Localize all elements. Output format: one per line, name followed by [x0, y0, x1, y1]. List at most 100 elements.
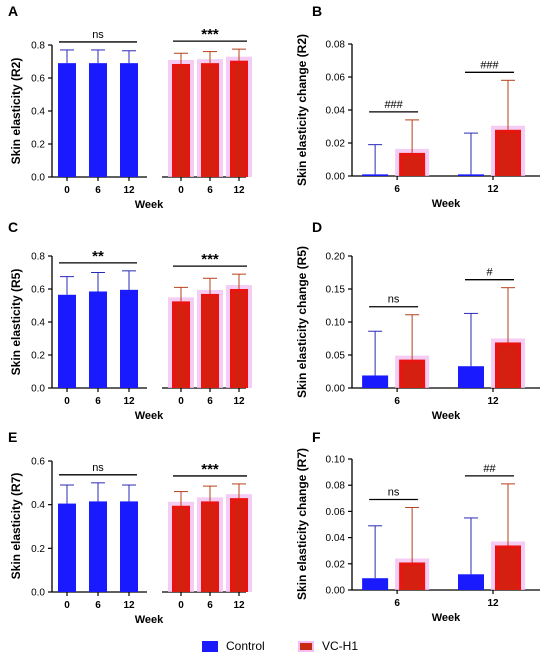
- y-tick-label-d-3: 0.15: [326, 285, 346, 296]
- x-axis-label-b: Week: [432, 198, 461, 210]
- bar-inner-vc-h1-a-1: [204, 66, 216, 177]
- x-tick-label-e-0-0: 0: [64, 600, 70, 611]
- x-tick-label-b-1: 12: [487, 184, 499, 195]
- bar-control-d-1: [458, 366, 484, 388]
- x-tick-label-c-1-1: 6: [207, 396, 213, 407]
- panel-letter-d: D: [312, 219, 322, 235]
- significance-label-f-1: ##: [483, 463, 496, 475]
- bar-control-b-1: [458, 174, 484, 176]
- y-tick-label-c-1: 0.2: [31, 351, 45, 362]
- y-axis-label-a: Skin elasticity (R2): [9, 58, 23, 165]
- y-tick-label-d-2: 0.10: [326, 318, 346, 329]
- x-tick-label-e-0-1: 6: [95, 600, 101, 611]
- bar-control-c-2: [120, 289, 138, 388]
- bar-inner-vc-h1-a-0: [175, 66, 187, 177]
- x-tick-label-d-1: 12: [487, 396, 499, 407]
- significance-label-c-1: ***: [201, 251, 219, 268]
- x-axis-label-f: Week: [432, 612, 461, 624]
- y-tick-label-a-1: 0.2: [31, 140, 45, 151]
- bar-control-c-1: [89, 291, 107, 388]
- y-tick-label-b-2: 0.04: [326, 106, 346, 117]
- significance-label-d-1: #: [486, 267, 493, 279]
- significance-label-e-0: ns: [92, 462, 104, 474]
- bar-inner-vc-h1-d-0: [402, 362, 423, 388]
- y-tick-label-f-2: 0.04: [326, 533, 346, 544]
- legend-label-vc-h1: VC-H1: [322, 639, 359, 653]
- bar-inner-vc-h1-f-1: [498, 548, 518, 590]
- x-tick-label-e-1-0: 0: [178, 600, 184, 611]
- significance-label-c-0: **: [92, 248, 104, 265]
- bar-control-b-0: [362, 174, 389, 176]
- bar-control-e-1: [89, 501, 107, 592]
- x-axis-label-a: Week: [135, 199, 164, 211]
- x-tick-label-c-0-1: 6: [95, 396, 101, 407]
- y-axis-label-e: Skin elasticity (R7): [9, 473, 23, 580]
- x-tick-label-c-1-0: 0: [178, 396, 184, 407]
- bar-control-e-0: [58, 503, 76, 592]
- x-tick-label-f-0: 6: [394, 598, 400, 609]
- bar-control-f-1: [458, 574, 484, 590]
- y-tick-label-a-0: 0.0: [31, 173, 45, 184]
- x-tick-label-a-0-1: 6: [95, 185, 101, 196]
- y-tick-label-a-3: 0.6: [31, 74, 45, 85]
- x-tick-label-a-1-0: 0: [178, 185, 184, 196]
- y-tick-label-a-2: 0.4: [31, 107, 45, 118]
- bar-inner-vc-h1-f-0: [402, 565, 423, 590]
- bar-inner-vc-h1-c-2: [233, 292, 245, 388]
- y-tick-label-f-5: 0.10: [326, 455, 346, 466]
- x-tick-label-f-1: 12: [487, 598, 499, 609]
- y-axis-label-f: Skin elasticity change (R7): [295, 448, 309, 600]
- x-tick-label-a-1-1: 6: [207, 185, 213, 196]
- panel-letter-a: A: [8, 3, 18, 19]
- bar-control-c-0: [58, 294, 76, 388]
- significance-label-e-1: ***: [201, 461, 219, 478]
- x-tick-label-c-1-2: 12: [233, 396, 245, 407]
- y-axis-label-d: Skin elasticity change (R5): [295, 246, 309, 398]
- bar-inner-vc-h1-c-1: [204, 296, 216, 388]
- y-tick-label-a-4: 0.8: [31, 41, 45, 52]
- x-tick-label-c-0-2: 12: [123, 396, 135, 407]
- x-tick-label-d-0: 6: [394, 396, 400, 407]
- legend-item-control: Control: [202, 636, 265, 656]
- bar-control-d-0: [362, 375, 389, 388]
- y-tick-label-e-0: 0.0: [31, 588, 45, 599]
- bar-inner-vc-h1-c-0: [175, 304, 187, 388]
- bar-control-a-2: [120, 63, 138, 177]
- significance-label-a-1: ***: [201, 26, 219, 43]
- significance-label-f-0: ns: [388, 486, 400, 498]
- bar-control-e-2: [120, 501, 138, 592]
- panel-letter-b: B: [312, 3, 322, 19]
- legend-swatch-vc-h1: [298, 640, 314, 652]
- y-tick-label-b-1: 0.02: [326, 139, 346, 150]
- x-tick-label-a-0-0: 0: [64, 185, 70, 196]
- x-tick-label-b-0: 6: [394, 184, 400, 195]
- bar-inner-vc-h1-e-1: [204, 504, 216, 592]
- legend-swatch-control: [202, 640, 218, 652]
- x-axis-label-e: Week: [135, 614, 164, 626]
- significance-label-d-0: ns: [388, 294, 400, 306]
- bar-inner-vc-h1-e-2: [233, 501, 245, 592]
- panel-letter-c: C: [8, 219, 18, 235]
- significance-label-b-0: ###: [384, 99, 403, 111]
- x-tick-label-c-0-0: 0: [64, 396, 70, 407]
- y-tick-label-f-0: 0.00: [326, 586, 346, 597]
- bar-inner-vc-h1-a-2: [233, 63, 245, 177]
- y-tick-label-c-2: 0.4: [31, 318, 45, 329]
- y-tick-label-d-4: 0.20: [326, 252, 346, 263]
- x-axis-label-c: Week: [135, 410, 164, 422]
- bar-control-f-0: [362, 578, 389, 590]
- bar-inner-vc-h1-e-0: [175, 508, 187, 592]
- y-tick-label-b-0: 0.00: [326, 172, 346, 183]
- y-tick-label-e-2: 0.4: [31, 500, 45, 511]
- y-tick-label-f-4: 0.08: [326, 481, 346, 492]
- significance-label-a-0: ns: [92, 29, 104, 41]
- x-tick-label-a-0-2: 12: [123, 185, 135, 196]
- bar-control-a-0: [58, 63, 76, 177]
- y-tick-label-b-4: 0.08: [326, 40, 346, 51]
- significance-label-b-1: ###: [480, 59, 499, 71]
- y-tick-label-d-0: 0.00: [326, 384, 346, 395]
- legend-label-control: Control: [226, 639, 265, 653]
- y-tick-label-c-4: 0.8: [31, 252, 45, 263]
- x-tick-label-e-1-2: 12: [233, 600, 245, 611]
- x-axis-label-d: Week: [432, 410, 461, 422]
